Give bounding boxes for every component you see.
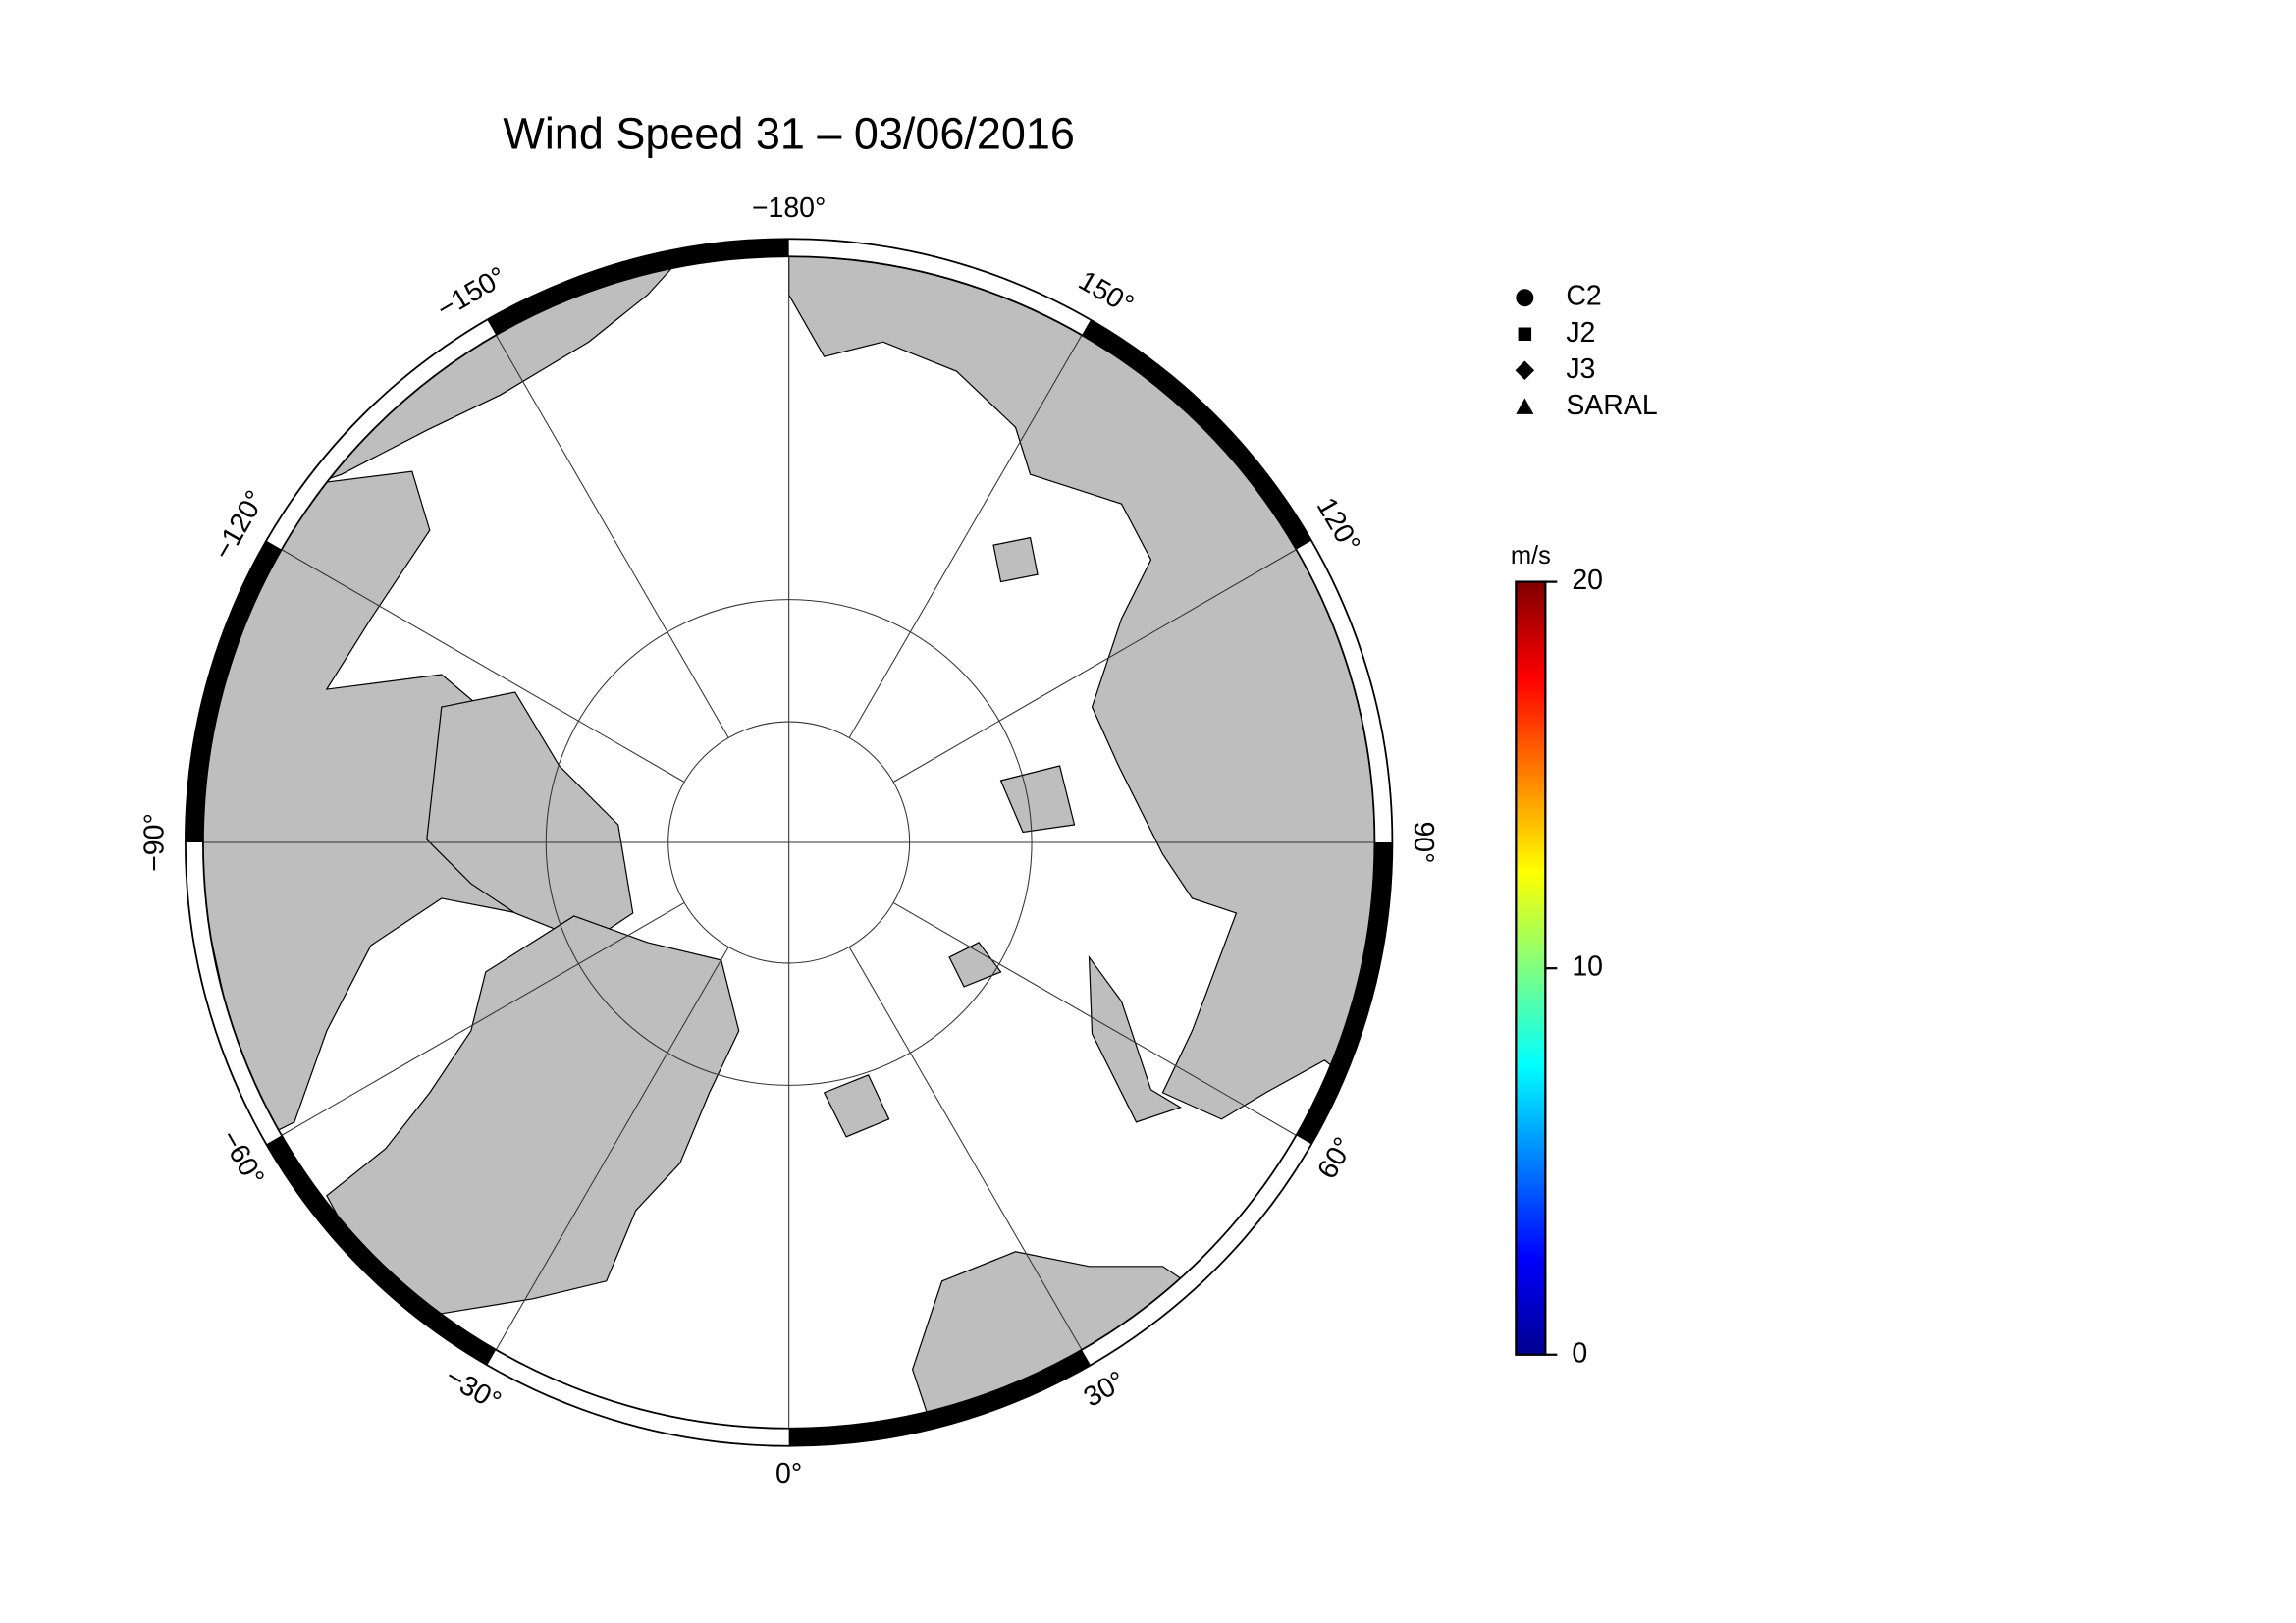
meridian-label: 150° — [1073, 265, 1139, 321]
colorbar: m/s 0 10 20 — [1511, 542, 1603, 1369]
meridian-label: 90° — [1408, 821, 1439, 863]
map-title: Wind Speed 31 – 03/06/2016 — [503, 109, 1075, 159]
frame-segment — [487, 239, 789, 336]
legend-label: J2 — [1566, 317, 1595, 349]
meridian-label: 60° — [1311, 1132, 1360, 1184]
meridian — [848, 334, 1083, 738]
colorbar-tick-label: 10 — [1572, 951, 1603, 983]
legend-marker — [1516, 398, 1534, 414]
meridian — [281, 902, 685, 1136]
legend-label: C2 — [1566, 281, 1601, 312]
colorbar-unit: m/s — [1511, 542, 1551, 569]
legend-marker — [1516, 289, 1534, 307]
meridian — [495, 334, 729, 738]
archipelago — [426, 691, 634, 944]
frame-segment — [185, 540, 282, 842]
colorbar-scale — [1515, 580, 1547, 1356]
colorbar-tick-label: 0 — [1572, 1337, 1587, 1369]
svalbard — [823, 1074, 890, 1138]
graticule — [202, 256, 1375, 1429]
legend: C2 J2 J3 SARAL — [1515, 281, 1658, 421]
frame-segment — [1082, 319, 1312, 550]
meridian — [281, 549, 685, 783]
frame-segment — [266, 1135, 497, 1366]
novaya-zemlya — [1088, 955, 1182, 1123]
meridian-label: −180° — [752, 192, 827, 224]
meridian — [892, 549, 1297, 783]
meridian-label: 0° — [775, 1458, 802, 1489]
severnaya — [999, 765, 1076, 834]
legend-label: SARAL — [1566, 390, 1657, 421]
meridian — [848, 947, 1083, 1351]
franz-josef — [948, 942, 1002, 988]
frame-segment — [1296, 841, 1393, 1145]
colorbar-tick-label: 20 — [1572, 565, 1603, 596]
meridian — [892, 902, 1297, 1136]
meridian-label: 120° — [1310, 492, 1366, 558]
meridian-label: 30° — [1079, 1365, 1131, 1413]
legend-label: J3 — [1566, 353, 1595, 385]
greenland — [326, 915, 740, 1315]
legend-marker — [1515, 360, 1535, 381]
legend-marker — [1518, 327, 1532, 342]
frame — [185, 238, 1394, 1447]
meridian-label: −90° — [138, 813, 170, 872]
new-siberian — [992, 536, 1039, 583]
frame-segment — [788, 1349, 1092, 1446]
meridian — [495, 947, 729, 1351]
